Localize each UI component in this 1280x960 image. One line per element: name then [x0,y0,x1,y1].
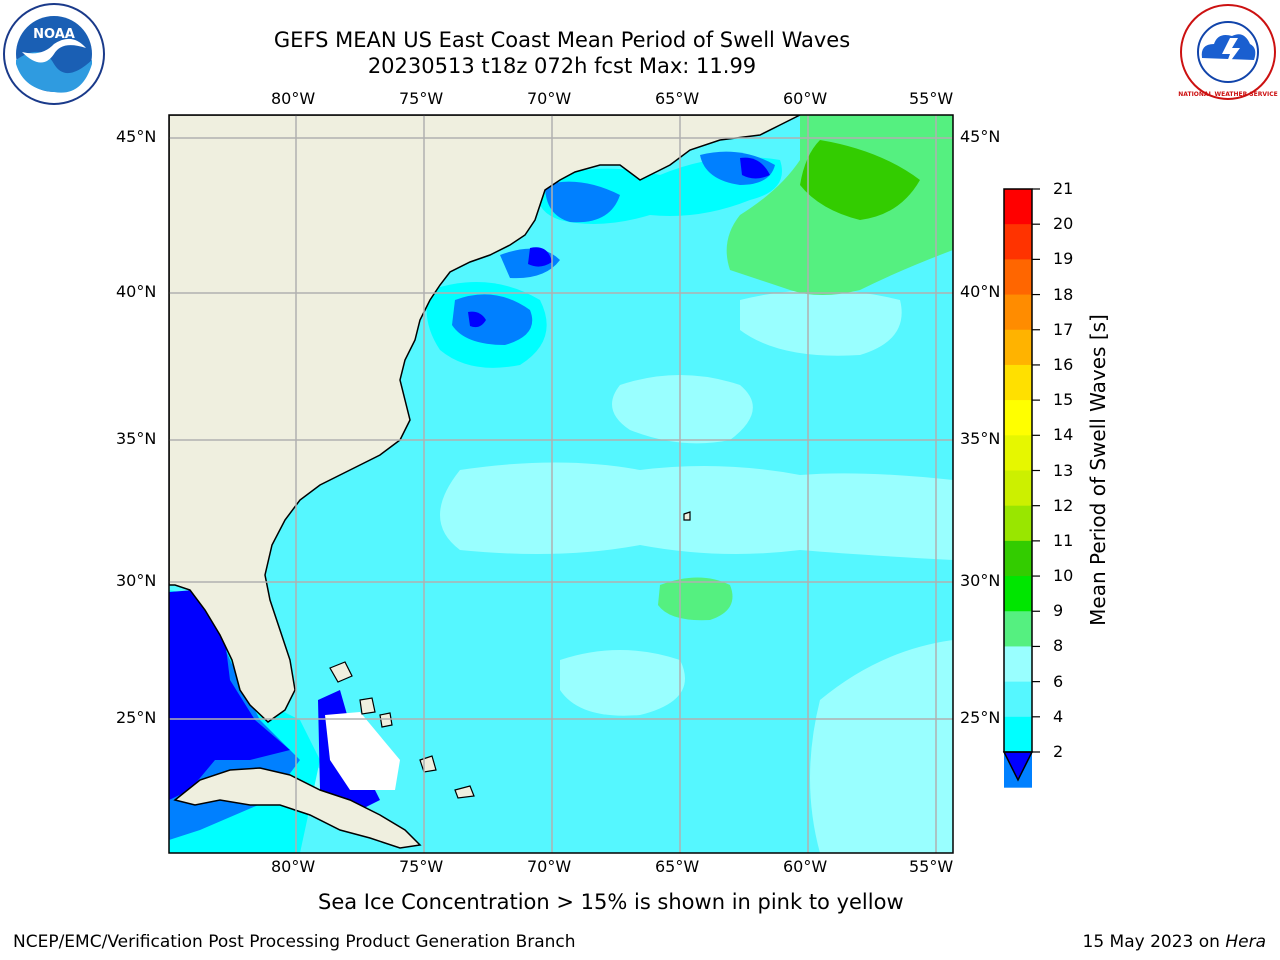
colorbar-tick-label: 17 [1053,319,1074,339]
colorbar-tick-label: 4 [1053,706,1064,726]
colorbar-tick-label: 11 [1053,530,1074,550]
colorbar-tick-label: 18 [1053,284,1074,304]
footer-machine: Hera [1225,932,1266,952]
colorbar-cell [1004,435,1032,471]
chart-subtitle: 20230513 t18z 072h fcst Max: 11.99 [367,54,757,78]
masked-area [325,712,400,790]
lat-tick-right: 25°N [960,708,1001,727]
colorbar-cell [1004,646,1032,683]
colorbar-tick-label: 9 [1053,601,1064,621]
sea-ice-note: Sea Ice Concentration > 15% is shown in … [318,890,904,914]
colorbar-tick-label: 14 [1053,425,1074,445]
nws-logo-icon: NATIONAL WEATHER SERVICE [1178,4,1278,100]
lon-tick-top: 55°W [909,89,954,108]
colorbar-cell [1004,681,1032,718]
lon-tick-bottom: 60°W [783,857,828,876]
colorbar-tick-label: 6 [1053,671,1064,691]
lat-tick-right: 35°N [960,429,1001,448]
map-gridlines [169,115,953,853]
swell-band-10-11 [800,140,920,220]
lon-tick-bottom: 80°W [271,857,316,876]
nws-logo-text: NATIONAL WEATHER SERVICE [1178,91,1277,98]
footer-date: 15 May 2023 on Hera [1083,932,1267,952]
lon-tick-top: 75°W [399,89,444,108]
colorbar-cell [1004,540,1032,577]
colorbar-cell [1004,364,1032,401]
footer-date-text: 15 May 2023 on [1082,932,1220,952]
colorbar-cell [1004,576,1032,612]
colorbar-tick-label: 20 [1053,214,1074,234]
lat-tick-left: 45°N [116,127,157,146]
colorbar-cell [1004,329,1032,366]
colorbar-cell [1004,505,1032,542]
colorbar-tick-label: 8 [1053,636,1064,656]
colorbar-cell [1004,224,1032,260]
lon-tick-bottom: 65°W [655,857,700,876]
colorbar-tick-label: 10 [1053,566,1074,586]
colorbar-tick-label: 16 [1053,354,1074,374]
lat-tick-left: 40°N [116,282,157,301]
lat-tick-right: 30°N [960,571,1001,590]
lat-tick-left: 25°N [116,708,157,727]
lat-tick-left: 30°N [116,571,157,590]
noaa-logo-text: NOAA [33,27,75,42]
colorbar-cell [1004,611,1032,647]
map-frame [168,114,954,854]
colorbar-tick-label: 13 [1053,460,1074,480]
cuba-land [173,767,422,849]
lat-tick-right: 45°N [960,127,1001,146]
colorbar-cell [1004,189,1032,225]
colorbar-title: Mean Period of Swell Waves [s] [1086,314,1110,626]
north-america-land [169,115,801,723]
colorbar-tick-label: 12 [1053,495,1074,515]
noaa-logo-icon: NOAA [3,3,105,105]
lon-tick-bottom: 55°W [909,857,954,876]
colorbar-tick-label: 19 [1053,249,1074,269]
colorbar-cell [1004,294,1032,331]
lon-tick-bottom: 75°W [399,857,444,876]
colorbar-tick-label: 15 [1053,390,1074,410]
colorbar-cell [1004,400,1032,436]
colorbar-cell [1004,259,1032,296]
lon-tick-top: 60°W [783,89,828,108]
footer-credit: NCEP/EMC/Verification Post Processing Pr… [13,932,576,952]
swell-band-8-9 [247,290,953,853]
colorbar-cell [1004,470,1032,507]
lon-tick-top: 80°W [271,89,316,108]
chart-title: GEFS MEAN US East Coast Mean Period of S… [273,28,851,52]
lon-tick-top: 70°W [527,89,572,108]
lat-tick-right: 40°N [960,282,1001,301]
lat-tick-left: 35°N [116,429,157,448]
lon-tick-bottom: 70°W [527,857,572,876]
colorbar-cell [1004,716,1032,753]
colorbar-tick-label: 21 [1053,179,1074,198]
colorbar-tick-label: 2 [1053,742,1064,761]
lon-tick-top: 65°W [655,89,700,108]
colorbar-frame [1003,188,1033,753]
